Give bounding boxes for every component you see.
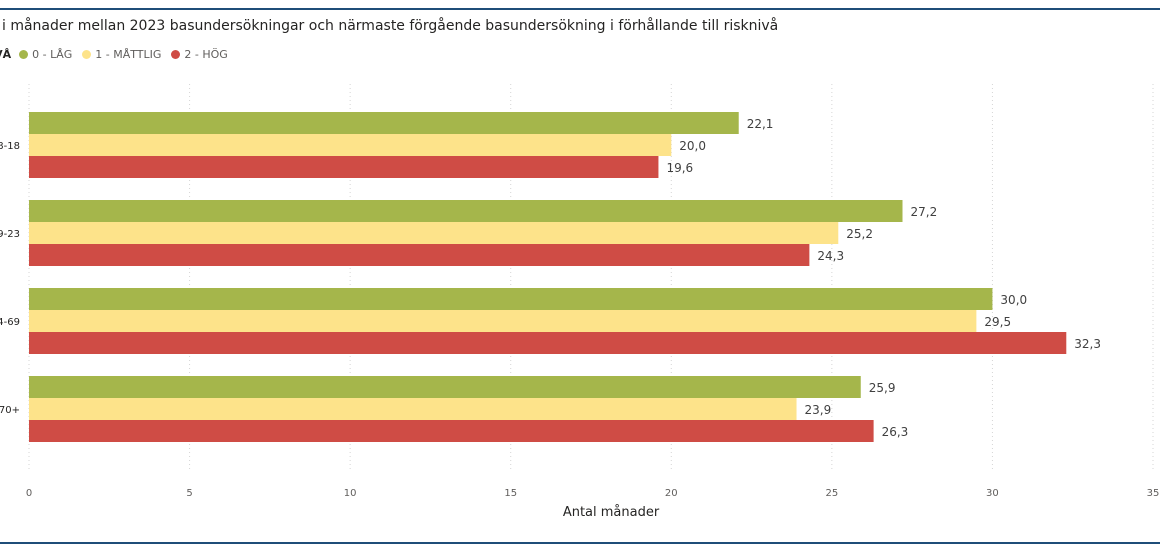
- data-label-1-1: 25,2: [846, 227, 873, 241]
- bar-1-2: [29, 244, 810, 266]
- x-axis-title: Antal månader: [563, 505, 660, 520]
- x-tick-label-15: 15: [504, 488, 517, 499]
- bar-3-0: [29, 376, 861, 398]
- bar-2-0: [29, 288, 993, 310]
- bar-0-2: [29, 156, 659, 178]
- bar-0-0: [29, 112, 739, 134]
- bar-1-1: [29, 222, 839, 244]
- data-label-1-2: 24,3: [817, 249, 844, 263]
- legend-label-moderate: 1 - MÅTTLIG: [95, 48, 162, 61]
- category-label-1: 9-23: [0, 229, 20, 240]
- data-label-0-0: 22,1: [747, 117, 774, 131]
- data-label-3-2: 26,3: [882, 425, 909, 439]
- data-label-0-2: 19,6: [666, 161, 693, 175]
- data-label-0-1: 20,0: [679, 139, 706, 153]
- bar-2-1: [29, 310, 977, 332]
- data-label-2-1: 29,5: [984, 315, 1011, 329]
- data-label-3-1: 23,9: [805, 403, 832, 417]
- top-border: [0, 8, 1160, 10]
- x-tick-label-10: 10: [344, 488, 357, 499]
- legend-dot-low: [19, 50, 29, 59]
- category-label-2: 4-69: [0, 317, 20, 328]
- legend-label-high: 2 - HÖG: [184, 48, 228, 61]
- data-label-3-0: 25,9: [869, 381, 896, 395]
- x-tick-label-35: 35: [1147, 488, 1160, 499]
- data-label-2-0: 30,0: [1000, 293, 1027, 307]
- legend-item-high[interactable]: 2 - HÖG: [171, 48, 228, 61]
- data-label-2-2: 32,3: [1074, 337, 1101, 351]
- legend-dot-moderate: [82, 50, 92, 59]
- x-tick-label-20: 20: [665, 488, 678, 499]
- bar-3-1: [29, 398, 797, 420]
- legend-item-moderate[interactable]: 1 - MÅTTLIG: [82, 48, 161, 61]
- x-tick-label-5: 5: [186, 488, 192, 499]
- bar-0-1: [29, 134, 672, 156]
- category-label-0: 8-18: [0, 141, 20, 152]
- bar-2-2: [29, 332, 1067, 354]
- category-label-3: 70+: [0, 405, 20, 416]
- legend-label-low: 0 - LÅG: [32, 48, 73, 61]
- legend-dot-high: [171, 50, 181, 59]
- x-tick-label-30: 30: [986, 488, 999, 499]
- bar-1-0: [29, 200, 903, 222]
- chart-title: i månader mellan 2023 basundersökningar …: [2, 18, 779, 34]
- x-tick-label-0: 0: [26, 488, 32, 499]
- bar-3-2: [29, 420, 874, 442]
- x-tick-label-25: 25: [825, 488, 838, 499]
- legend: IVÅ 0 - LÅG 1 - MÅTTLIG 2 - HÖG: [0, 48, 238, 61]
- bottom-border: [0, 542, 1160, 544]
- data-label-1-0: 27,2: [911, 205, 938, 219]
- legend-title: IVÅ: [0, 48, 12, 61]
- legend-item-low[interactable]: 0 - LÅG: [19, 48, 72, 61]
